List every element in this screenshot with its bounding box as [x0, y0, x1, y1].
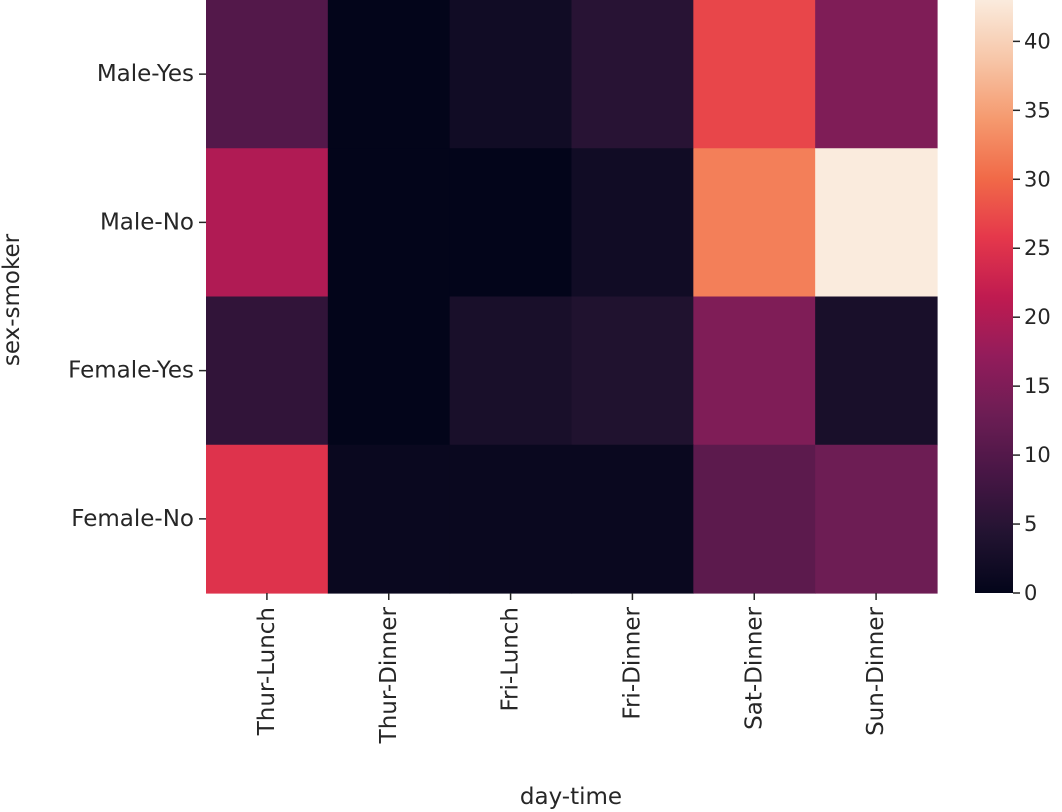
heatmap-cell — [571, 444, 694, 594]
heatmap-cell — [815, 444, 938, 594]
heatmap-cell — [206, 296, 329, 446]
y-axis-label: sex-smoker — [0, 233, 25, 366]
heatmap-cell — [449, 296, 573, 446]
heatmap-cell — [571, 0, 694, 149]
colorbar-tick-label: 5 — [1024, 512, 1037, 536]
x-tick-label: Thur-Dinner — [376, 606, 402, 744]
heatmap-cell — [206, 0, 329, 149]
colorbar — [975, 0, 1013, 593]
colorbar-tick-label: 0 — [1024, 581, 1037, 605]
colorbar-tick-label: 15 — [1024, 374, 1051, 398]
y-tick-label: Male-Yes — [97, 61, 194, 87]
colorbar-tick-label: 40 — [1024, 29, 1051, 53]
y-tick-labels: Male-Yes Male-No Female-Yes Female-No — [68, 61, 206, 532]
y-tick-label: Male-No — [100, 209, 194, 235]
x-tick-labels: Thur-Lunch Thur-Dinner Fri-Lunch Fri-Dinner… — [254, 593, 889, 744]
x-tick-label: Sat-Dinner — [741, 606, 767, 729]
heatmap-cell — [693, 0, 816, 149]
heatmap-cell — [571, 148, 694, 298]
heatmap-cell — [693, 296, 816, 446]
colorbar-tick-label: 30 — [1024, 167, 1051, 191]
heatmap-cell — [327, 296, 451, 446]
heatmap-cell — [693, 148, 816, 298]
colorbar-tick-label: 25 — [1024, 236, 1051, 260]
heatmap-cell — [815, 148, 938, 298]
heatmap-cell — [449, 148, 573, 298]
heatmap-cell — [206, 148, 329, 298]
heatmap-cell — [693, 444, 816, 594]
heatmap-cell — [449, 444, 573, 594]
heatmap-cell — [449, 0, 573, 149]
colorbar-ticks: 0 5 10 15 20 25 30 35 40 — [1013, 29, 1051, 605]
heatmap-cell — [327, 148, 451, 298]
x-tick-label: Fri-Lunch — [498, 607, 524, 712]
heatmap-cell — [206, 444, 329, 594]
x-axis-label: day-time — [520, 784, 622, 810]
colorbar-tick-label: 20 — [1024, 305, 1051, 329]
colorbar-tick-label: 35 — [1024, 98, 1051, 122]
heatmap-cell — [815, 0, 938, 149]
y-tick-label: Female-Yes — [68, 358, 194, 384]
x-tick-label: Thur-Lunch — [254, 607, 280, 736]
heatmap-cell — [815, 296, 938, 446]
heatmap-cells — [206, 0, 938, 594]
y-tick-label: Female-No — [71, 506, 194, 532]
heatmap-cell — [327, 0, 451, 149]
x-tick-label: Fri-Dinner — [619, 606, 645, 719]
heatmap-cell — [327, 444, 451, 594]
heatmap-cell — [571, 296, 694, 446]
x-tick-label: Sun-Dinner — [863, 606, 889, 735]
colorbar-tick-label: 10 — [1024, 443, 1051, 467]
